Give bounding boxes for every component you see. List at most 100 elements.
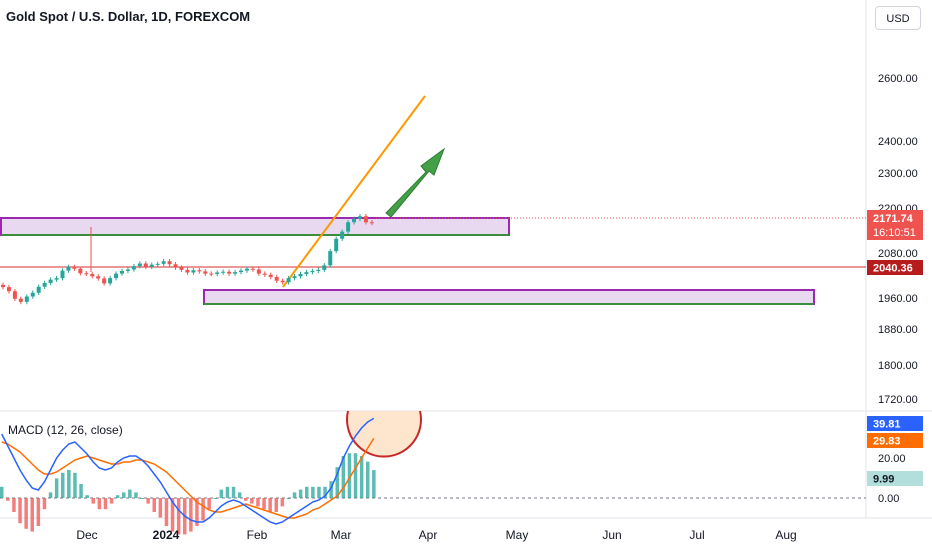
histogram-bar bbox=[42, 498, 47, 510]
candle bbox=[250, 266, 255, 272]
macd-title: MACD (12, 26, close) bbox=[8, 423, 123, 437]
candle-body bbox=[149, 264, 154, 267]
candle bbox=[369, 220, 374, 226]
candle-body bbox=[322, 265, 327, 270]
candle bbox=[244, 266, 249, 273]
time-tick-label: Apr bbox=[419, 528, 438, 542]
level-price-label-bg bbox=[867, 260, 923, 275]
histogram-bar bbox=[170, 498, 175, 532]
histogram-bar bbox=[219, 489, 224, 498]
candle bbox=[108, 275, 113, 286]
candle bbox=[256, 267, 261, 276]
macd-highlight-circle[interactable] bbox=[346, 410, 422, 458]
candle bbox=[24, 294, 29, 305]
histogram-bar bbox=[298, 489, 303, 498]
time-tick-label: Dec bbox=[76, 528, 97, 542]
candle-body bbox=[90, 274, 95, 277]
candle bbox=[36, 284, 41, 295]
price-tick-label: 1800.00 bbox=[878, 360, 918, 372]
histogram-bar bbox=[97, 498, 102, 510]
upper-zone[interactable] bbox=[0, 217, 510, 236]
countdown-label: 16:10:51 bbox=[873, 227, 916, 239]
candle bbox=[60, 268, 65, 281]
histogram-bar bbox=[280, 498, 285, 507]
candle bbox=[137, 261, 142, 269]
candle bbox=[352, 216, 357, 225]
time-tick-label: Jun bbox=[602, 528, 621, 542]
candle-body bbox=[155, 263, 160, 265]
lower-zone[interactable] bbox=[203, 289, 815, 305]
candle-body bbox=[42, 283, 47, 287]
histogram-bar bbox=[213, 498, 217, 499]
histogram-bar bbox=[36, 498, 41, 526]
candle-body bbox=[179, 267, 184, 270]
candle-body bbox=[256, 269, 261, 274]
candle bbox=[239, 268, 243, 275]
histogram-bar bbox=[30, 498, 34, 532]
candle bbox=[209, 271, 214, 277]
candle-body bbox=[209, 273, 214, 275]
hist-value-label: 9.99 bbox=[873, 474, 894, 486]
candle bbox=[298, 271, 303, 279]
histogram-bar bbox=[323, 486, 327, 498]
price-tick-label: 1720.00 bbox=[878, 394, 918, 406]
histogram-bar bbox=[85, 495, 89, 498]
histogram-bar bbox=[317, 486, 321, 498]
macd-tick-label: 0.00 bbox=[878, 493, 899, 505]
candle bbox=[90, 271, 95, 279]
candle-body bbox=[6, 287, 11, 292]
candle-body bbox=[268, 274, 273, 277]
candle bbox=[149, 262, 154, 270]
candle-body bbox=[143, 263, 148, 267]
candle bbox=[203, 269, 208, 276]
last-price-label-bg bbox=[867, 210, 923, 240]
candle bbox=[292, 274, 297, 281]
histogram-bar bbox=[24, 498, 28, 529]
candle bbox=[78, 266, 83, 276]
candle bbox=[54, 275, 59, 282]
candle-body bbox=[96, 276, 101, 279]
candle bbox=[131, 263, 136, 272]
histogram-bar bbox=[201, 498, 205, 521]
candle-body bbox=[185, 269, 190, 273]
candle-body bbox=[286, 278, 291, 283]
time-tick-label: 2024 bbox=[153, 528, 180, 542]
green-arrow[interactable] bbox=[385, 147, 446, 218]
candle bbox=[84, 271, 89, 277]
candle bbox=[268, 272, 273, 280]
macd-lines bbox=[1, 417, 375, 525]
histogram-bar bbox=[286, 498, 291, 499]
histogram-bar bbox=[231, 486, 236, 498]
candle-body bbox=[334, 238, 339, 252]
candle-body bbox=[310, 271, 315, 273]
candle bbox=[280, 278, 285, 285]
candle-body bbox=[239, 270, 243, 273]
candle bbox=[12, 289, 17, 302]
macd-line bbox=[1, 417, 375, 525]
candle-body bbox=[280, 280, 285, 283]
price-tick-label: 2600.00 bbox=[878, 73, 918, 85]
trend-line[interactable] bbox=[282, 95, 426, 288]
histogram-bar bbox=[67, 470, 71, 498]
candle-body bbox=[36, 286, 41, 293]
histogram-bar bbox=[109, 498, 114, 504]
histogram-bar bbox=[176, 498, 181, 535]
histogram-bar bbox=[152, 498, 156, 512]
histogram-bar bbox=[225, 486, 230, 498]
histogram-bar bbox=[6, 498, 10, 501]
hist-value-label-bg bbox=[867, 471, 923, 486]
histogram-bar bbox=[335, 467, 339, 498]
candle-body bbox=[328, 251, 333, 266]
candle-body bbox=[161, 261, 166, 264]
signal-line bbox=[1, 437, 375, 519]
candle-body bbox=[250, 268, 255, 270]
candle-body bbox=[12, 291, 17, 299]
histogram-bar bbox=[79, 484, 83, 498]
candle bbox=[42, 280, 47, 289]
candle bbox=[274, 274, 279, 283]
candle-body bbox=[60, 270, 65, 279]
currency-button[interactable]: USD bbox=[875, 6, 921, 30]
price-tick-label: 2300.00 bbox=[878, 168, 918, 180]
signal-value-label-bg bbox=[867, 433, 923, 448]
